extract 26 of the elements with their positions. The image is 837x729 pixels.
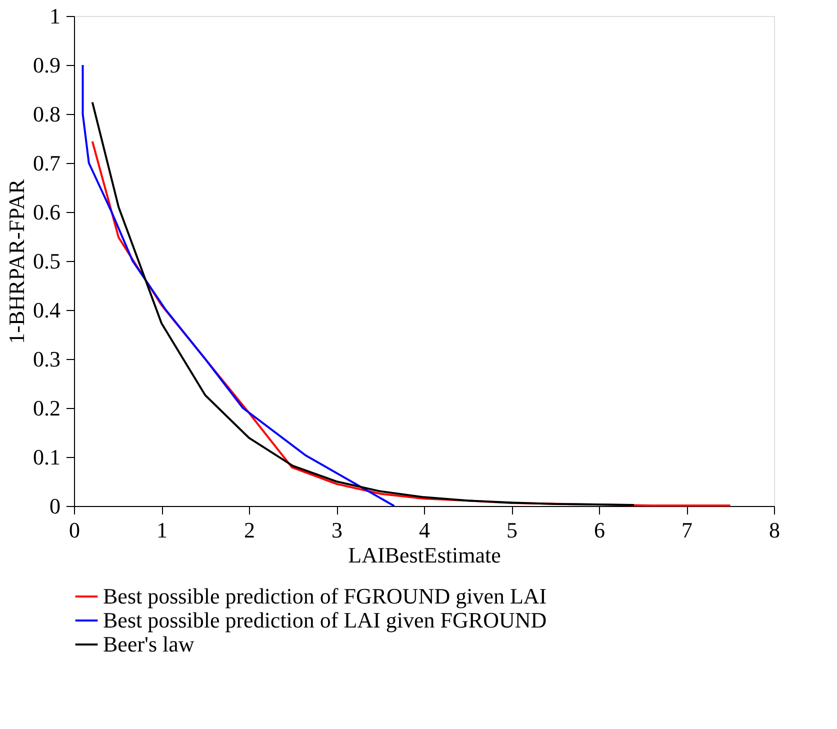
y-tick-label: 0.7 [33, 150, 60, 176]
x-tick-label: 8 [769, 518, 780, 542]
x-tick-label: 7 [682, 518, 692, 542]
legend-label: Beer's law [103, 632, 194, 656]
x-tick-label: 0 [69, 518, 80, 542]
y-tick-label: 0.6 [33, 200, 60, 224]
y-axis-title: 1-BHRPAR-FPAR [4, 178, 29, 344]
x-tick-label: 4 [419, 518, 430, 542]
x-tick-label: 3 [332, 518, 342, 542]
x-tick-label: 6 [594, 518, 605, 542]
y-tick-label: 0.8 [33, 102, 60, 126]
y-tick-label: 0 [50, 494, 60, 518]
legend-label: Best possible prediction of LAI given FGROUND [103, 608, 547, 632]
line-series [82, 64, 396, 507]
legend-label: Best possible prediction of FGROUND given LAI [103, 584, 547, 608]
y-tick-label: 0.1 [33, 444, 60, 470]
y-tick-label: 0.4 [33, 298, 60, 322]
x-tick-label: 5 [506, 518, 518, 542]
y-tick-label: 0.2 [33, 396, 60, 420]
x-axis-title: LAIBestEstimate [348, 542, 501, 568]
x-tick-label: 2 [244, 518, 255, 542]
y-tick-label: 1 [50, 4, 60, 28]
x-tick-label: 1 [156, 518, 168, 542]
y-tick-label: 0.9 [33, 52, 60, 78]
y-tick-label: 0.5 [33, 248, 60, 274]
y-tick-label: 0.3 [33, 346, 60, 372]
